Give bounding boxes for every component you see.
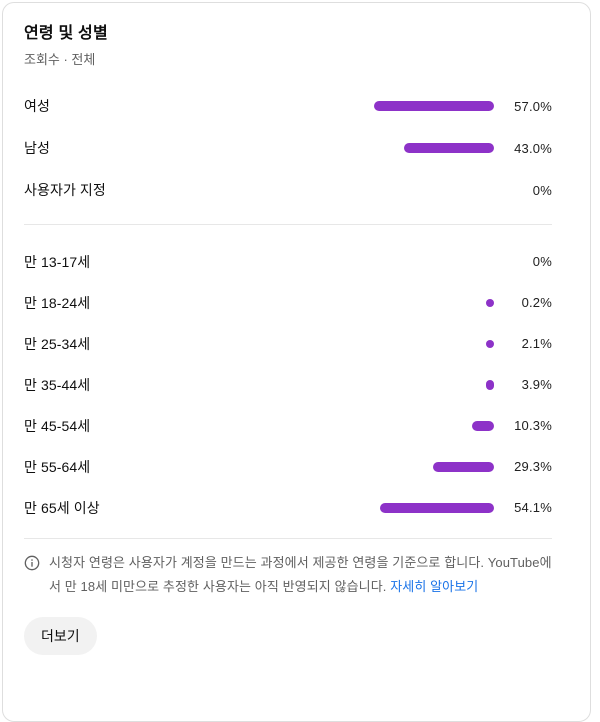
row-label: 만 55-64세	[24, 458, 91, 475]
row-value: 0%	[532, 254, 552, 269]
bar	[380, 502, 494, 513]
row-value: 54.1%	[514, 500, 552, 515]
chart-row: 만 25-34세 2.1%	[24, 323, 552, 364]
chart-row: 만 55-64세 29.3%	[24, 446, 552, 487]
row-value: 57.0%	[514, 98, 552, 114]
bar-dot	[486, 298, 494, 307]
chart-row: 만 13-17세 0%	[24, 241, 552, 282]
footer-note-text: 시청자 연령은 사용자가 계정을 만드는 과정에서 제공한 연령을 기준으로 합…	[49, 551, 552, 599]
bar	[472, 420, 494, 431]
row-label: 만 65세 이상	[24, 499, 100, 516]
section-divider	[24, 224, 552, 225]
chart-row: 여성 57.0%	[24, 85, 552, 127]
bar-track	[284, 184, 494, 196]
row-label: 사용자가 지정	[24, 182, 106, 198]
row-label: 만 45-54세	[24, 417, 91, 434]
chart-row: 만 35-44세 3.9%	[24, 364, 552, 405]
chart-row: 만 65세 이상 54.1%	[24, 487, 552, 528]
chart-row: 만 18-24세 0.2%	[24, 282, 552, 323]
chart-row: 사용자가 지정 0%	[24, 169, 552, 211]
row-label: 여성	[24, 98, 50, 114]
row-value: 3.9%	[521, 377, 552, 392]
age-gender-card: 연령 및 성별 조회수 · 전체 여성 57.0% 남성 43.0% 사용자가 지정 0%…	[2, 2, 591, 722]
row-label: 만 25-34세	[24, 335, 91, 352]
row-label: 남성	[24, 140, 50, 156]
age-rows: 만 13-17세 0% 만 18-24세 0.2% 만 25-34세 2.1% 만 35-4…	[24, 241, 552, 528]
chart-row: 남성 43.0%	[24, 127, 552, 169]
learn-more-link[interactable]: 자세히 알아보기	[390, 579, 479, 594]
bar-track	[284, 142, 494, 154]
bar-track	[284, 297, 494, 309]
bar-track	[284, 100, 494, 112]
row-value: 0%	[532, 182, 552, 198]
bar-track	[284, 461, 494, 473]
row-value: 29.3%	[514, 459, 552, 474]
bar-track	[284, 338, 494, 350]
card-subtitle: 조회수 · 전체	[24, 52, 96, 67]
row-label: 만 13-17세	[24, 253, 91, 270]
footer-divider	[24, 538, 552, 539]
bar-dot	[486, 339, 494, 348]
bar	[432, 461, 494, 472]
more-button[interactable]: 더보기	[24, 617, 97, 655]
chart-row: 만 45-54세 10.3%	[24, 405, 552, 446]
row-value: 10.3%	[514, 418, 552, 433]
bar-track	[284, 420, 494, 432]
bar	[374, 101, 494, 111]
row-value: 0.2%	[521, 295, 552, 310]
footer-note: 시청자 연령은 사용자가 계정을 만드는 과정에서 제공한 연령을 기준으로 합…	[24, 539, 552, 599]
bar-track	[284, 256, 494, 268]
footer-note-body: 시청자 연령은 사용자가 계정을 만드는 과정에서 제공한 연령을 기준으로 합…	[49, 555, 552, 594]
gender-rows: 여성 57.0% 남성 43.0% 사용자가 지정 0%	[24, 85, 552, 211]
row-label: 만 18-24세	[24, 294, 91, 311]
bar	[403, 143, 494, 153]
row-value: 2.1%	[521, 336, 552, 351]
bar-track	[284, 379, 494, 391]
card-title: 연령 및 성별	[24, 25, 108, 42]
row-value: 43.0%	[514, 140, 552, 156]
bar-track	[284, 502, 494, 514]
bar	[485, 379, 494, 390]
info-circle-icon	[24, 555, 40, 571]
row-label: 만 35-44세	[24, 376, 91, 393]
